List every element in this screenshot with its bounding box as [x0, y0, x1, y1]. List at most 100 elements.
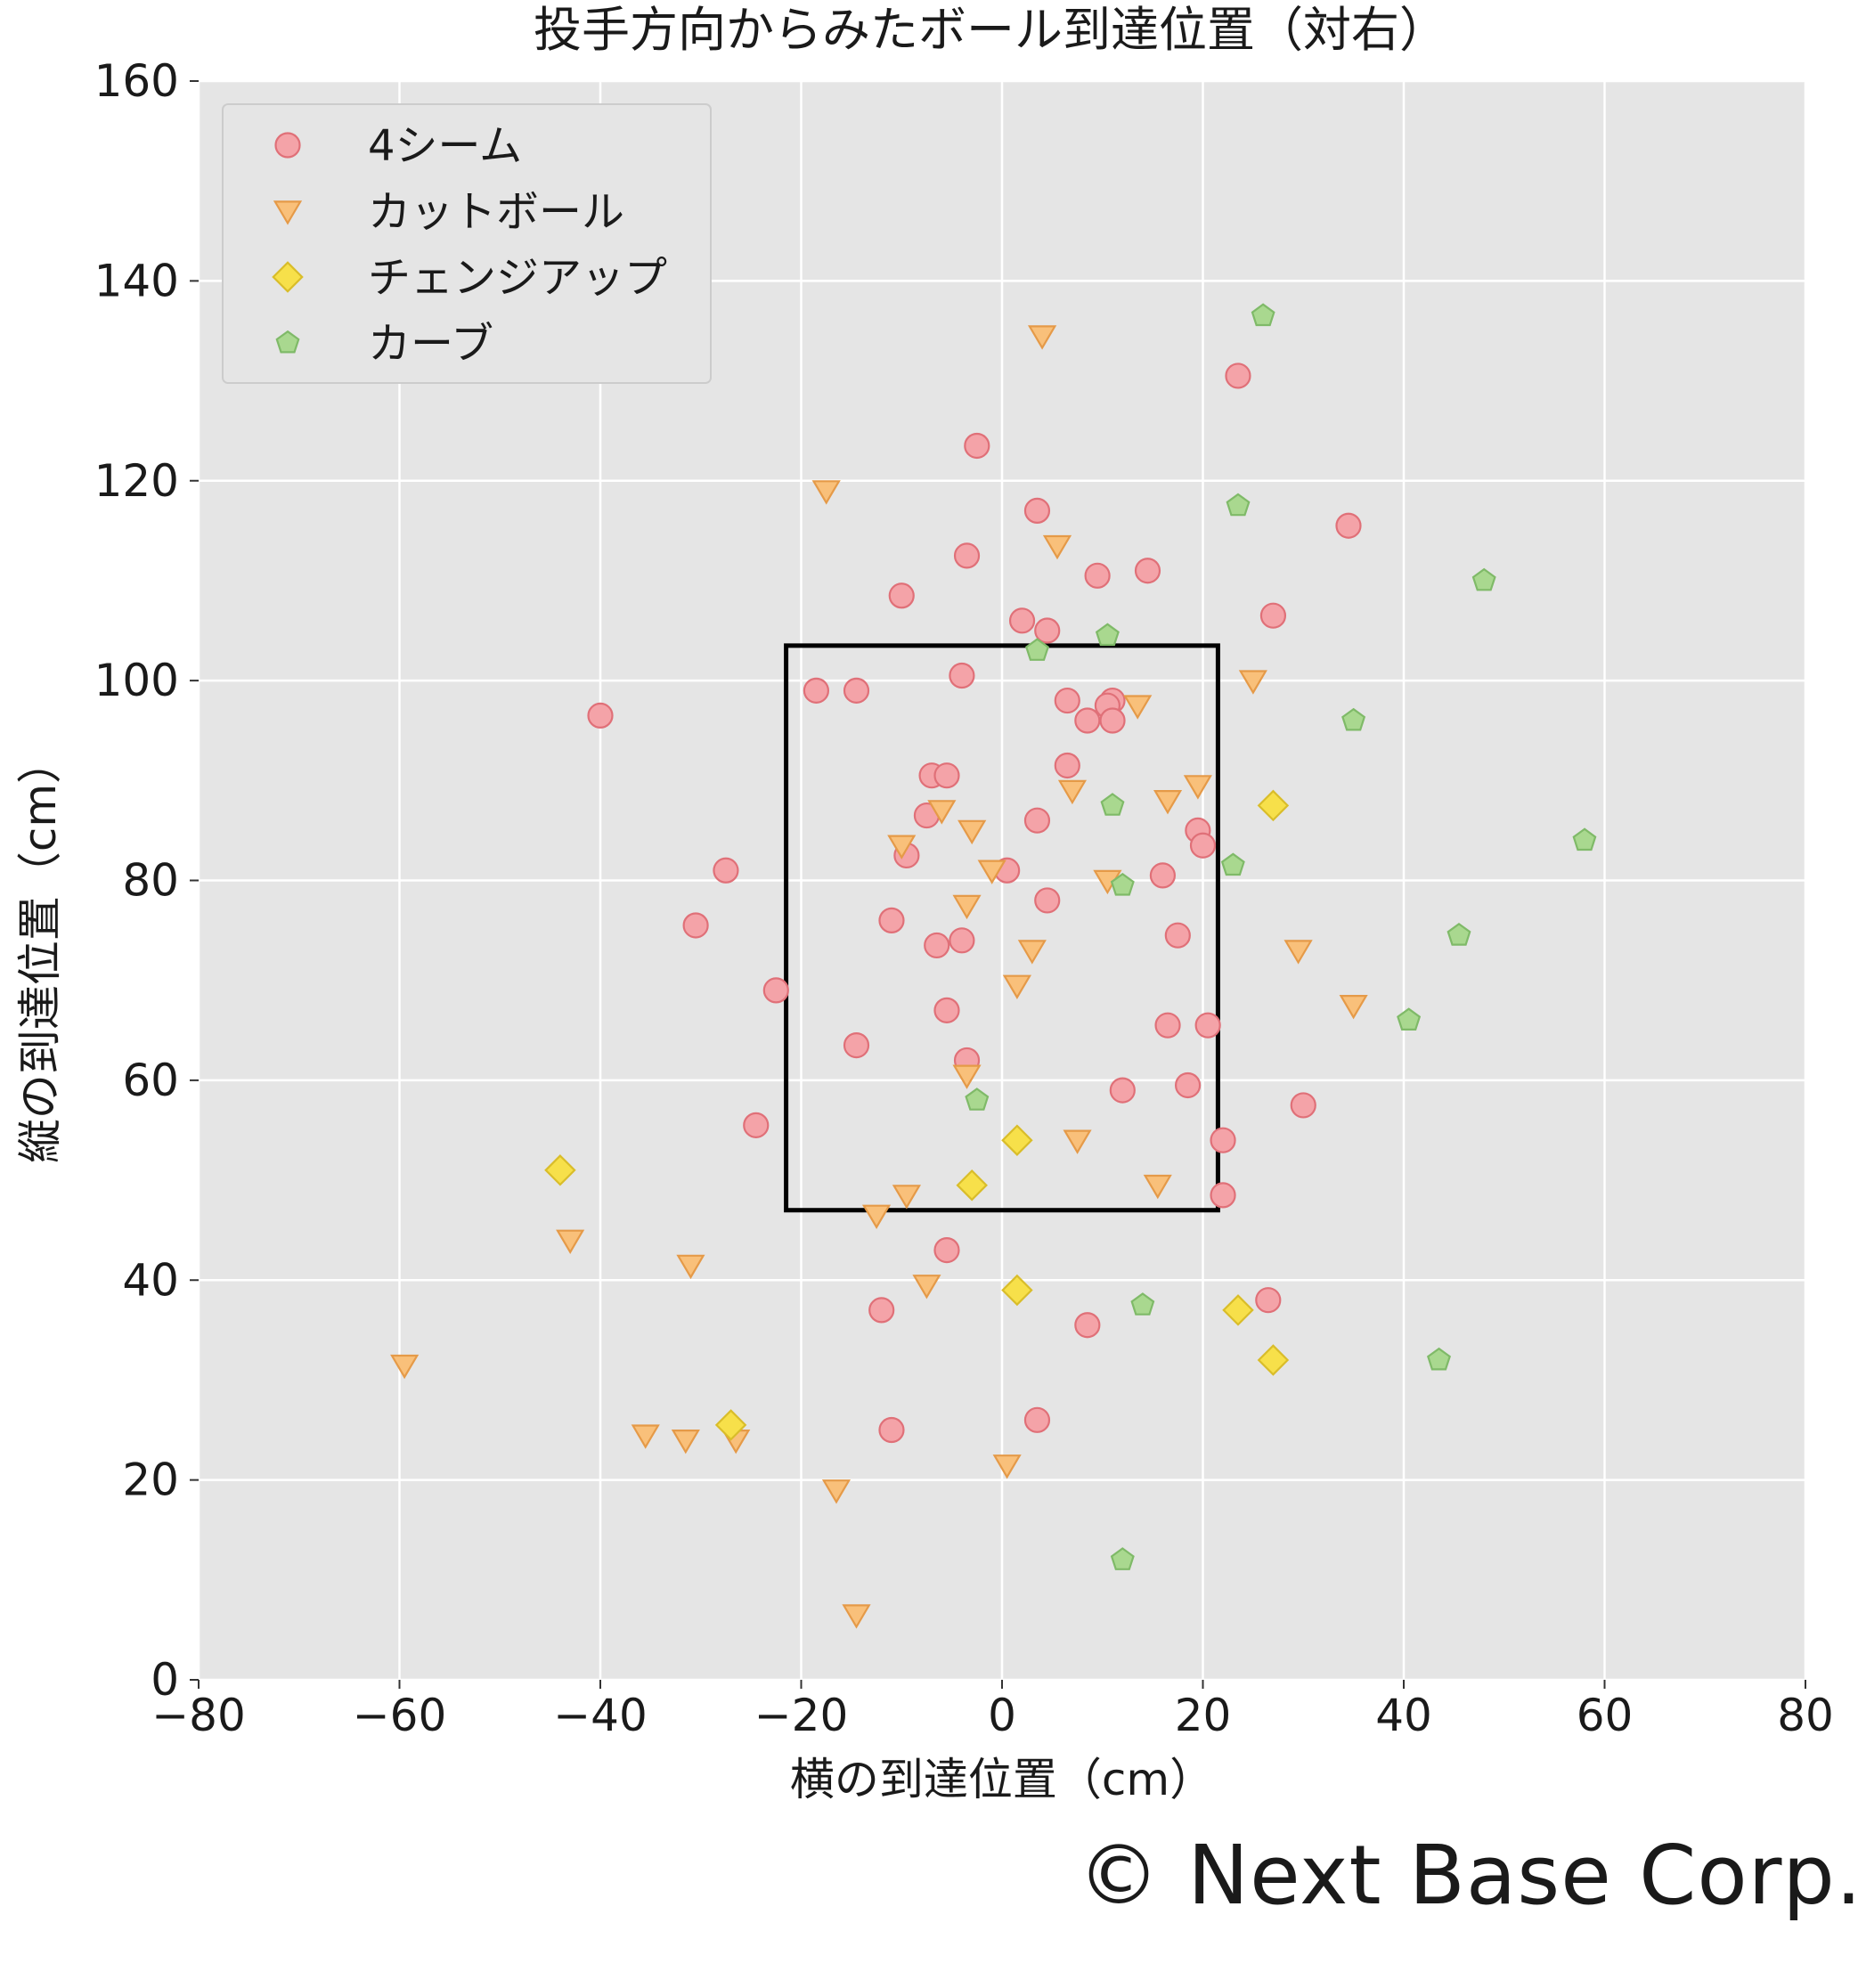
data-point — [1189, 832, 1217, 859]
data-point — [964, 432, 990, 460]
y-tick-label: 20 — [122, 1454, 179, 1506]
data-point — [1001, 1124, 1033, 1156]
data-point — [811, 480, 841, 505]
data-point — [1130, 1292, 1155, 1316]
data-point — [1027, 325, 1057, 350]
series-3 — [965, 303, 1597, 1570]
data-point — [803, 677, 830, 704]
data-point — [1023, 497, 1051, 525]
x-tick-label: 20 — [1175, 1690, 1232, 1741]
data-point — [1110, 1547, 1135, 1570]
data-point — [1074, 1312, 1101, 1339]
data-point — [965, 1088, 990, 1111]
data-point — [1143, 1174, 1172, 1200]
data-point — [952, 1064, 982, 1089]
data-point — [1257, 1344, 1290, 1376]
data-point — [1034, 887, 1061, 914]
data-point — [992, 1454, 1022, 1479]
data-point — [743, 1112, 770, 1138]
data-point — [868, 1297, 895, 1324]
data-point — [1335, 512, 1362, 539]
axes: −80 −60 −40 −20 0 20 40 60 80 0 20 40 60 80 100 120 140 1… — [94, 55, 1834, 1741]
strike-zone-box — [784, 643, 1220, 1213]
data-point — [556, 1229, 585, 1254]
data-point — [1017, 940, 1047, 965]
data-point — [1283, 940, 1313, 965]
data-point — [1023, 1406, 1051, 1433]
x-tick-label: 60 — [1577, 1690, 1634, 1741]
legend-label: カットボール — [368, 187, 624, 237]
data-point — [1220, 852, 1245, 876]
data-point — [1149, 862, 1177, 889]
data-point — [912, 1275, 941, 1300]
data-point — [927, 800, 957, 825]
x-tick-label: 40 — [1375, 1690, 1432, 1741]
legend-label: 4シーム — [368, 121, 522, 171]
data-point — [1572, 827, 1597, 851]
data-point — [933, 1236, 960, 1264]
data-point — [1001, 1274, 1033, 1307]
data-point — [1257, 789, 1290, 822]
data-point — [842, 1604, 871, 1629]
data-point — [878, 907, 905, 933]
data-point — [1174, 1071, 1202, 1099]
data-point — [1084, 562, 1111, 589]
data-point — [956, 1169, 988, 1202]
data-point — [958, 819, 987, 845]
data-point — [953, 542, 981, 569]
data-point — [1123, 695, 1153, 720]
data-point — [1109, 1077, 1136, 1104]
data-point — [1002, 974, 1032, 999]
data-point — [887, 835, 917, 860]
data-point — [1194, 1012, 1221, 1039]
data-point — [1210, 1182, 1236, 1209]
data-point — [1034, 617, 1061, 644]
data-point — [1222, 1294, 1254, 1326]
copyright-notice: © Next Base Corp. — [1078, 1828, 1858, 1923]
data-point — [1427, 1347, 1451, 1371]
y-tick-label: 60 — [122, 1055, 179, 1106]
data-point — [390, 1354, 420, 1380]
data-point — [1164, 922, 1191, 949]
data-point — [762, 977, 789, 1004]
x-tick-label: −40 — [553, 1690, 648, 1741]
data-point — [949, 927, 975, 954]
data-point — [1210, 1127, 1236, 1153]
data-point — [676, 1254, 705, 1280]
legend-label: カーブ — [368, 319, 493, 369]
data-point — [1341, 707, 1366, 731]
data-points — [390, 303, 1597, 1629]
data-point — [1063, 1129, 1092, 1154]
data-point — [1134, 558, 1161, 584]
legend-marker — [273, 200, 303, 225]
data-point — [544, 1154, 576, 1186]
y-axis-label: 縦の到達位置（cm） — [14, 739, 66, 1163]
data-point — [1110, 872, 1135, 896]
data-point — [1008, 607, 1036, 634]
data-point — [587, 702, 614, 729]
data-point — [1054, 752, 1080, 779]
data-point — [1023, 807, 1051, 834]
data-point — [1290, 1092, 1316, 1119]
data-point — [671, 1429, 700, 1454]
data-point — [1446, 923, 1471, 946]
data-point — [861, 1204, 892, 1229]
data-point — [1042, 534, 1072, 560]
data-point — [1397, 1007, 1422, 1031]
data-point — [1251, 303, 1275, 327]
y-tick-label: 100 — [94, 655, 179, 706]
data-point — [1057, 779, 1088, 805]
data-point — [924, 932, 950, 959]
y-tick-label: 160 — [94, 55, 179, 107]
x-tick-label: −80 — [151, 1690, 246, 1741]
data-point — [933, 762, 960, 789]
legend-label: チェンジアップ — [368, 253, 667, 303]
series-0 — [587, 363, 1362, 1444]
data-point — [892, 1185, 922, 1210]
data-point — [713, 857, 739, 884]
data-point — [878, 1416, 905, 1444]
data-point — [1054, 687, 1080, 714]
data-point — [843, 677, 870, 704]
